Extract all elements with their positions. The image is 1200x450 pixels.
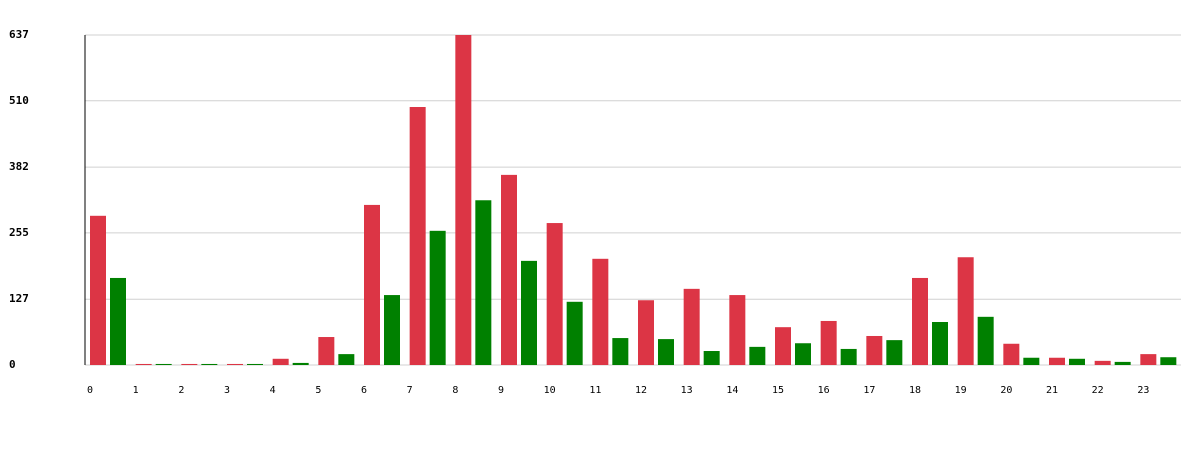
bar [658,339,674,365]
x-tick-label: 5 [315,385,321,396]
y-tick-label: 127 [9,292,29,305]
bar [201,363,218,365]
x-tick-label: 13 [681,385,693,396]
bar [820,320,837,365]
bar [703,351,720,365]
bar [775,327,791,365]
bar [683,288,700,365]
bar [729,295,746,365]
bar [795,343,811,365]
x-tick-label: 21 [1046,385,1058,396]
bar [1023,357,1040,365]
bar [272,358,289,365]
bar [409,107,426,365]
bar [1069,358,1085,365]
x-tick-label: 19 [955,385,967,396]
x-tick-label: 2 [178,385,184,396]
x-tick-label: 8 [452,385,458,396]
bar [338,354,355,365]
x-tick-label: 6 [361,385,367,396]
bar [501,174,517,365]
x-tick-label: 16 [818,385,830,396]
x-tick-label: 18 [909,385,921,396]
bar [886,340,903,365]
bar [455,35,472,365]
bar [1049,357,1065,365]
bar [429,230,446,365]
bar [181,363,198,365]
x-tick-label: 15 [772,385,784,396]
x-tick-label: 20 [1000,385,1012,396]
bar [475,200,492,365]
bar [227,363,243,365]
y-tick-label: 255 [9,226,29,239]
bar [612,338,629,365]
bar [638,300,654,365]
bar [292,362,309,365]
bar [364,204,380,365]
bar [912,277,928,365]
bar [932,322,948,365]
x-tick-label: 23 [1137,385,1149,396]
bar [546,223,563,365]
y-tick-label: 510 [9,94,29,107]
bar [840,348,857,365]
bar [957,257,974,365]
bar [1003,343,1020,365]
bar [155,363,172,365]
x-tick-label: 7 [407,385,413,396]
y-tick-label: 637 [9,28,29,41]
bar [1140,354,1157,365]
bar [749,346,766,365]
x-tick-label: 12 [635,385,647,396]
x-tick-label: 4 [270,385,276,396]
bar [1094,360,1111,365]
x-tick-label: 11 [589,385,601,396]
bar [521,260,537,365]
y-tick-label: 382 [9,160,29,173]
bar [384,295,400,365]
x-tick-label: 22 [1092,385,1104,396]
y-tick-label: 0 [9,358,16,371]
bar [866,335,883,365]
bar [1160,357,1177,365]
x-tick-label: 1 [133,385,139,396]
x-tick-label: 9 [498,385,504,396]
bar [977,316,994,365]
x-tick-label: 17 [863,385,875,396]
bar [110,277,126,365]
bar [247,363,263,365]
x-tick-label: 3 [224,385,230,396]
x-tick-label: 14 [726,385,738,396]
bar [1114,361,1131,365]
bar [592,258,609,365]
bar [90,215,106,365]
bar [135,363,152,365]
bar [318,337,335,365]
x-tick-label: 0 [87,385,93,396]
bar [566,301,583,365]
x-tick-label: 10 [544,385,556,396]
